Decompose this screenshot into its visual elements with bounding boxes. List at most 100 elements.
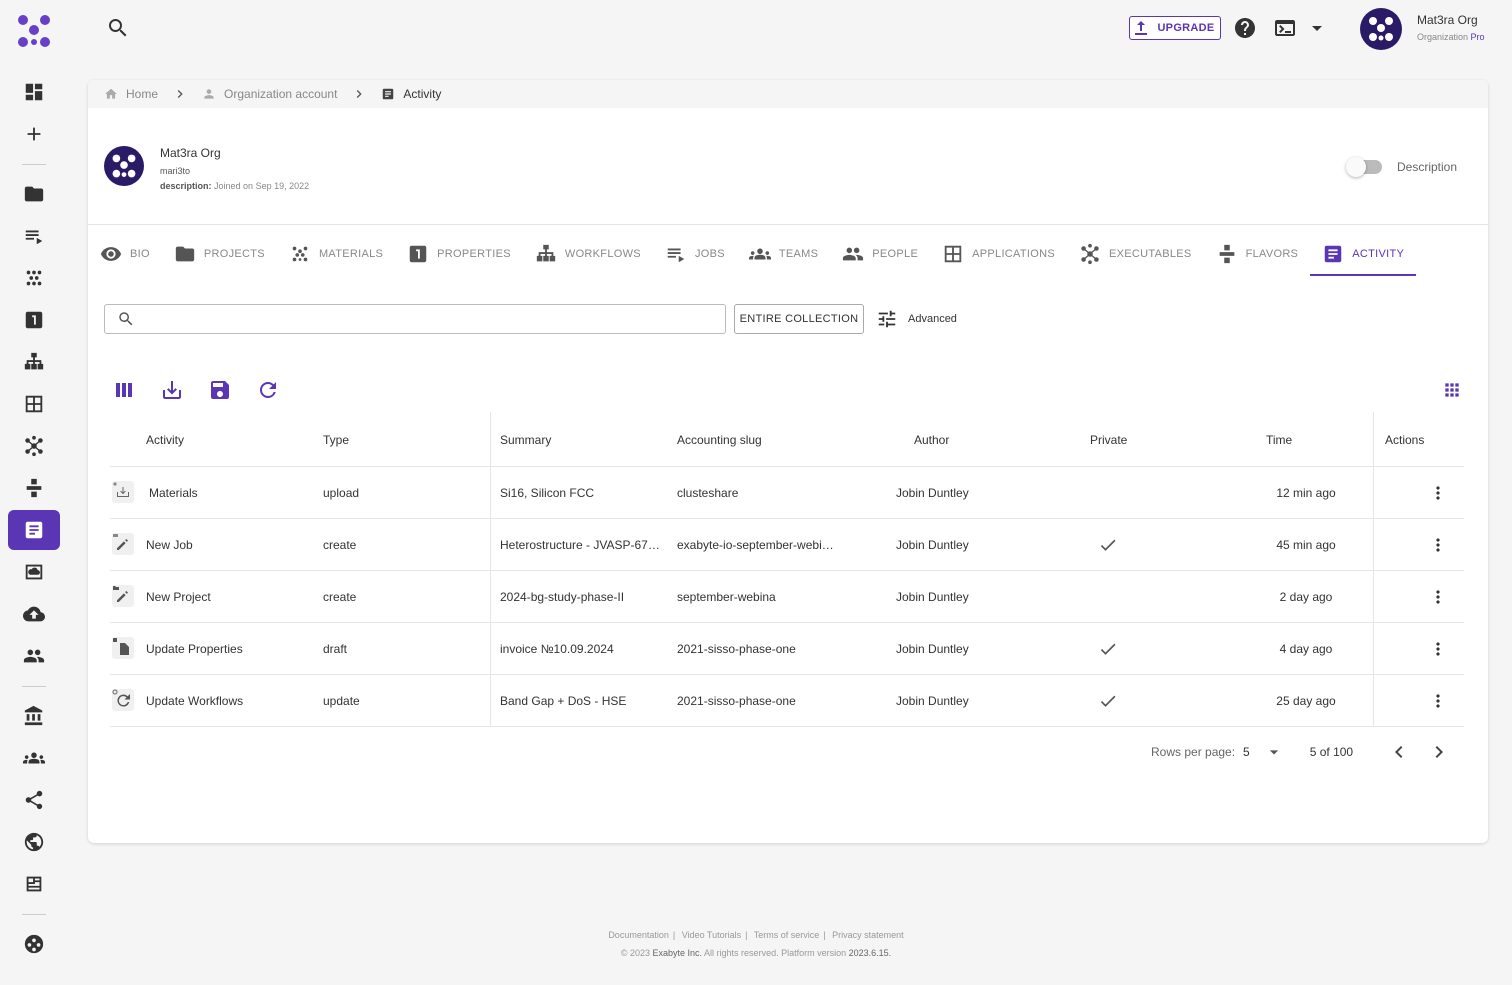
download-icon[interactable] <box>160 378 184 402</box>
caret-down-icon[interactable] <box>1305 16 1329 40</box>
documentation-link[interactable]: Documentation <box>608 930 669 940</box>
support-icon[interactable] <box>8 924 60 964</box>
summary-cell: 2024-bg-study-phase-II <box>500 590 625 604</box>
folder-icon[interactable] <box>8 174 60 214</box>
tab-activity[interactable]: ACTIVITY <box>1310 232 1417 276</box>
type-cell: draft <box>323 642 348 656</box>
more-actions-icon[interactable] <box>1428 675 1448 727</box>
column-header-slug[interactable]: Accounting slug <box>677 432 762 447</box>
globe-icon[interactable] <box>8 822 60 862</box>
materials-icon[interactable] <box>8 258 60 298</box>
mat3ra-logo[interactable] <box>16 14 52 50</box>
eye-icon <box>100 247 122 261</box>
refresh-icon[interactable] <box>256 378 280 402</box>
table-row[interactable]: New Project create 2024-bg-study-phase-I… <box>110 571 1464 623</box>
sidebar <box>0 0 68 985</box>
avatar[interactable] <box>1360 8 1402 50</box>
org-name: Mat3ra Org <box>1417 13 1478 27</box>
terminal-icon[interactable] <box>1273 16 1297 40</box>
upgrade-button[interactable]: UPGRADE <box>1129 16 1221 40</box>
time-cell: 4 day ago <box>1279 642 1333 656</box>
description-toggle[interactable] <box>1346 157 1382 177</box>
activity-icon <box>383 88 394 100</box>
flavors-icon[interactable] <box>8 468 60 508</box>
tab-people[interactable]: PEOPLE <box>830 232 930 276</box>
author-cell: Jobin Duntley <box>896 538 969 552</box>
bank-icon[interactable] <box>8 696 60 736</box>
plan-badge: Pro <box>1470 32 1485 42</box>
search-field[interactable] <box>104 304 726 334</box>
tab-workflows[interactable]: WORKFLOWS <box>523 232 653 276</box>
dashboard-icon[interactable] <box>8 72 60 112</box>
cloud-upload-icon[interactable] <box>8 594 60 634</box>
divider <box>88 224 1488 225</box>
footer-copyright: © 2023 Exabyte Inc. All rights reserved.… <box>620 948 892 958</box>
column-header-time[interactable]: Time <box>1266 432 1293 447</box>
author-cell: Jobin Duntley <box>896 590 969 604</box>
column-header-activity[interactable]: Activity <box>146 432 185 447</box>
tab-materials[interactable]: MATERIALS <box>277 232 395 276</box>
jobs-icon[interactable] <box>8 216 60 256</box>
cloud-storage-icon[interactable] <box>8 552 60 592</box>
teams-icon[interactable] <box>8 738 60 778</box>
privacy-link[interactable]: Privacy statement <box>832 930 904 940</box>
executables-icon[interactable] <box>8 426 60 466</box>
materials-icon <box>292 246 308 262</box>
edit-icon <box>110 583 136 609</box>
video-tutorials-link[interactable]: Video Tutorials <box>681 930 742 940</box>
news-icon[interactable] <box>8 864 60 904</box>
table-row[interactable]: Materials upload Si16, Silicon FCC clust… <box>110 467 1464 519</box>
properties-icon[interactable] <box>8 300 60 340</box>
breadcrumb-home[interactable]: Home <box>104 87 158 101</box>
column-header-private[interactable]: Private <box>1090 432 1128 447</box>
help-icon[interactable] <box>1233 16 1257 40</box>
tab-jobs[interactable]: JOBS <box>653 232 737 276</box>
page-count: 5 of 100 <box>1309 745 1354 759</box>
entire-collection-button[interactable]: ENTIRE COLLECTION <box>734 304 864 334</box>
description-toggle-label: Description <box>1397 160 1458 174</box>
breadcrumb-account[interactable]: Organization account <box>202 87 337 101</box>
columns-icon[interactable] <box>112 378 136 402</box>
applications-icon[interactable] <box>8 384 60 424</box>
pagination: Rows per page: 5 5 of 100 <box>1151 740 1451 764</box>
tab-projects[interactable]: PROJECTS <box>162 232 277 276</box>
activity-icon[interactable] <box>8 510 60 550</box>
time-cell: 45 min ago <box>1276 538 1336 552</box>
terms-link[interactable]: Terms of service <box>753 930 820 940</box>
add-icon[interactable] <box>8 114 60 154</box>
previous-page-icon[interactable] <box>1387 740 1411 764</box>
column-header-type[interactable]: Type <box>323 432 350 447</box>
tab-applications[interactable]: APPLICATIONS <box>930 232 1067 276</box>
tab-flavors[interactable]: FLAVORS <box>1204 232 1311 276</box>
flavors-icon <box>1219 244 1234 264</box>
more-actions-icon[interactable] <box>1428 623 1448 675</box>
rows-per-page-select[interactable]: 5 <box>1243 742 1284 762</box>
column-header-author[interactable]: Author <box>914 432 950 447</box>
people-icon[interactable] <box>8 636 60 676</box>
tab-properties[interactable]: PROPERTIES <box>395 232 523 276</box>
search-icon[interactable] <box>106 16 130 40</box>
tab-executables[interactable]: EXECUTABLES <box>1067 232 1204 276</box>
tab-teams[interactable]: TEAMS <box>737 232 830 276</box>
next-page-icon[interactable] <box>1427 740 1451 764</box>
workflows-icon[interactable] <box>8 342 60 382</box>
more-actions-icon[interactable] <box>1428 519 1448 571</box>
author-cell: Jobin Duntley <box>896 486 969 500</box>
advanced-filter-button[interactable]: Advanced <box>876 308 957 330</box>
search-input[interactable] <box>143 312 725 326</box>
table-row[interactable]: Update Workflows update Band Gap + DoS -… <box>110 675 1464 727</box>
table-row[interactable]: Update Properties draft invoice №10.09.2… <box>110 623 1464 675</box>
save-icon[interactable] <box>208 378 232 402</box>
table-row[interactable]: New Job create Heterostructure - JVASP-6… <box>110 519 1464 571</box>
tune-icon <box>878 310 896 328</box>
more-actions-icon[interactable] <box>1428 467 1448 519</box>
column-header-summary[interactable]: Summary <box>500 432 552 447</box>
activity-cell: Update Properties <box>146 642 243 656</box>
tab-bio[interactable]: BIO <box>88 232 162 276</box>
share-icon[interactable] <box>8 780 60 820</box>
draft-icon <box>110 635 136 661</box>
more-actions-icon[interactable] <box>1428 571 1448 623</box>
folder-icon <box>175 246 195 262</box>
summary-cell: Heterostructure - JVASP-67… <box>500 538 660 552</box>
grid-view-icon[interactable] <box>1440 378 1464 402</box>
